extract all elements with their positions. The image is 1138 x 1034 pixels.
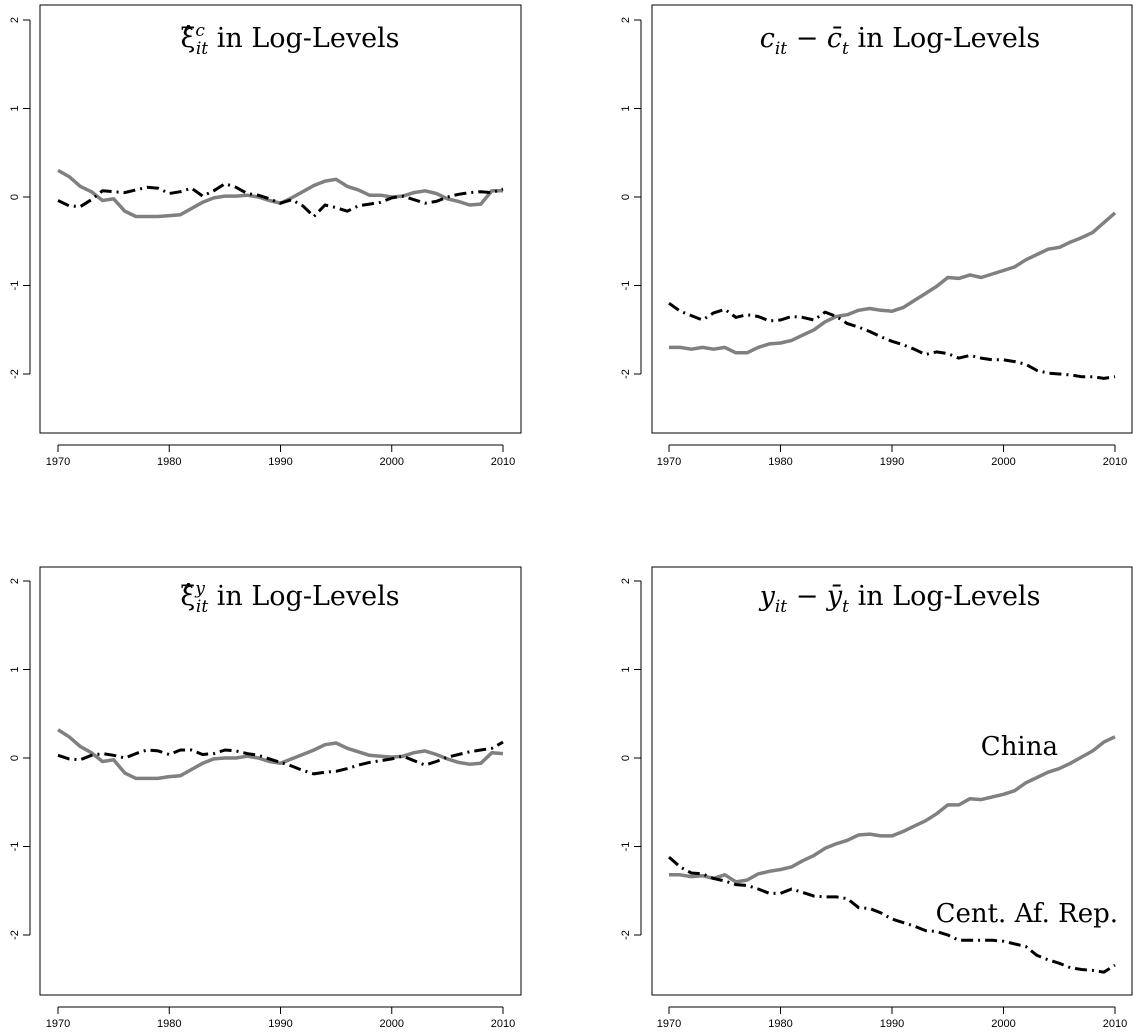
x-tick-label: 1990: [880, 456, 904, 468]
x-tick-label: 2010: [491, 1018, 515, 1030]
y-tick-label: 2: [9, 17, 21, 23]
x-axis: 1970 1980 1990 2000 2010: [46, 1006, 515, 1030]
series-line-solid: [57, 728, 504, 781]
y-axis: -2 -1 0 1 2: [620, 17, 642, 379]
series-lines: [57, 728, 504, 781]
series-line-dashdot: [57, 182, 504, 218]
y-tick-label: -1: [620, 281, 632, 291]
y-axis: -2 -1 0 1 2: [9, 578, 31, 940]
y-tick-label: 0: [9, 194, 21, 200]
x-tick-label: 1970: [657, 456, 681, 468]
y-tick-label: -2: [9, 369, 21, 379]
plot-frame: [651, 566, 1133, 996]
panel-xi-y: ξ̂y it in Log-Levels -2 -1 0 1 2 1970 1980 1990…: [9, 566, 522, 1030]
y-tick-label: 1: [620, 666, 632, 672]
x-tick-label: 2000: [991, 1018, 1015, 1030]
series-lines: [668, 735, 1116, 974]
x-tick-label: 1990: [268, 456, 292, 468]
x-tick-label: 2000: [380, 1018, 404, 1030]
x-tick-label: 1980: [768, 456, 792, 468]
y-tick-label: -2: [620, 930, 632, 940]
y-tick-label: 1: [9, 666, 21, 672]
plot-frame: [39, 566, 522, 996]
series-line-dashdot: [668, 301, 1116, 380]
x-tick-label: 2010: [1103, 456, 1127, 468]
series-line-dashdot: [668, 855, 1116, 974]
chart-title: ξ̂y it in Log-Levels: [180, 579, 399, 617]
y-tick-label: 1: [9, 105, 21, 111]
x-axis: 1970 1980 1990 2000 2010: [46, 444, 515, 468]
x-tick-label: 1990: [880, 1018, 904, 1030]
annotation-china: China: [981, 732, 1058, 762]
y-tick-label: 0: [620, 194, 632, 200]
y-tick-label: -1: [9, 842, 21, 852]
y-tick-label: 2: [9, 578, 21, 584]
x-tick-label: 1990: [268, 1018, 292, 1030]
x-tick-label: 2000: [380, 456, 404, 468]
y-tick-label: -2: [9, 930, 21, 940]
y-tick-label: 2: [620, 17, 632, 23]
y-tick-label: -2: [620, 369, 632, 379]
series-line-solid: [669, 211, 1117, 355]
series-line-solid: [669, 735, 1116, 884]
series-line-dashdot: [57, 740, 504, 776]
x-tick-label: 2010: [1103, 1018, 1127, 1030]
y-tick-label: -1: [9, 281, 21, 291]
y-tick-label: -1: [620, 842, 632, 852]
x-tick-label: 1970: [46, 456, 70, 468]
y-axis: -2 -1 0 1 2: [9, 17, 31, 379]
y-tick-label: 2: [620, 578, 632, 584]
x-tick-label: 2000: [991, 456, 1015, 468]
x-axis: 1970 1980 1990 2000 2010: [657, 1006, 1127, 1030]
chart-title: yit − ȳt in Log-Levels: [759, 581, 1041, 617]
plot-frame: [39, 4, 522, 434]
series-lines: [57, 168, 504, 219]
chart-title: ξ̂c it in Log-Levels: [180, 21, 399, 59]
annotation-cent-af-rep: Cent. Af. Rep.: [936, 899, 1118, 929]
x-tick-label: 1980: [157, 456, 181, 468]
x-tick-label: 2010: [491, 456, 515, 468]
series-lines: [668, 211, 1117, 380]
plot-frame: [651, 4, 1133, 434]
chart-title: cit − c̄t in Log-Levels: [760, 23, 1041, 59]
x-axis: 1970 1980 1990 2000 2010: [657, 444, 1127, 468]
x-tick-label: 1970: [657, 1018, 681, 1030]
y-tick-label: 0: [620, 755, 632, 761]
x-tick-label: 1970: [46, 1018, 70, 1030]
y-tick-label: 1: [620, 105, 632, 111]
y-axis: -2 -1 0 1 2: [620, 578, 642, 940]
panel-c-dev: cit − c̄t in Log-Levels -2 -1 0 1 2 1970 1980…: [620, 4, 1133, 468]
y-tick-label: 0: [9, 755, 21, 761]
x-tick-label: 1980: [157, 1018, 181, 1030]
panel-xi-c: ξ̂c it in Log-Levels -2 -1 0 1 2 1970 1980 1990…: [9, 4, 522, 468]
x-tick-label: 1980: [768, 1018, 792, 1030]
